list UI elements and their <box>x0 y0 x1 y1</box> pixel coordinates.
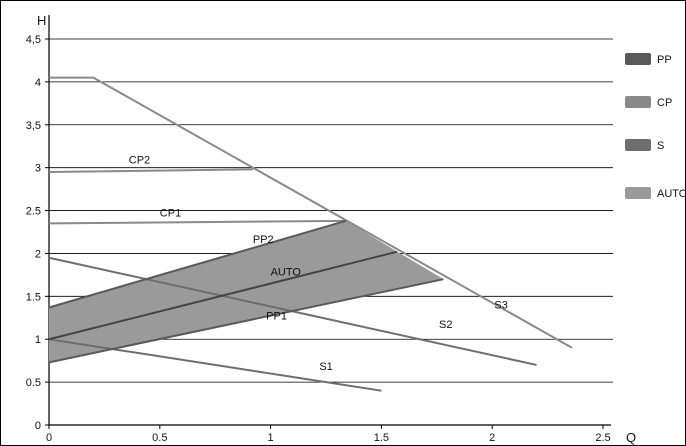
legend-label-pp: PP <box>657 54 672 66</box>
y-tick-label-3: 1.5 <box>26 291 41 303</box>
y-tick-label-5: 2.5 <box>26 206 41 218</box>
legend-label-cp: CP <box>657 97 672 109</box>
legend-label-auto: AUTO <box>657 188 685 200</box>
curve-label-cp2: CP2 <box>129 154 150 166</box>
legend-swatch-auto <box>625 187 651 199</box>
legend-swatch-cp <box>625 96 651 108</box>
curve-label-s3: S3 <box>494 299 507 311</box>
curve-label-s2: S2 <box>439 319 452 331</box>
x-tick-label-2: 1 <box>268 432 274 444</box>
series-line-s3 <box>49 76 573 349</box>
series-line-s1 <box>48 338 382 392</box>
series-line-auto <box>48 250 398 341</box>
legend-swatch-pp <box>625 53 651 65</box>
y-tick-label-9: 4,5 <box>26 34 41 46</box>
curve-label-pp1: PP1 <box>266 310 287 322</box>
curve-label-auto: AUTO <box>271 267 302 279</box>
auto-region <box>49 220 444 363</box>
legend-label-s: S <box>657 140 664 152</box>
y-tick-label-4: 2 <box>35 248 41 260</box>
y-tick-label-8: 4 <box>35 77 41 89</box>
series-line-pp2 <box>48 219 347 309</box>
curve-label-cp1: CP1 <box>160 208 181 220</box>
series-line-cp1 <box>48 219 346 225</box>
x-tick-label-4: 2 <box>489 432 495 444</box>
series-line-cp2 <box>48 168 253 173</box>
y-tick-label-2: 1 <box>35 334 41 346</box>
y-tick-label-7: 3,5 <box>26 120 41 132</box>
series-line-pp1 <box>48 278 444 364</box>
curve-label-s1: S1 <box>319 361 332 373</box>
curve-label-pp2: PP2 <box>253 234 274 246</box>
y-tick-label-0: 0 <box>35 420 41 432</box>
x-tick-label-3: 1.5 <box>374 432 389 444</box>
y-axis-title: H <box>37 13 46 28</box>
x-tick-label-1: 0.5 <box>152 432 167 444</box>
y-tick-label-6: 3 <box>35 163 41 175</box>
legend-swatch-s <box>625 139 651 151</box>
x-tick-label-5: 2.5 <box>595 432 610 444</box>
x-tick-label-0: 0 <box>46 432 52 444</box>
x-axis-title: Q <box>626 430 636 445</box>
y-tick-label-1: 0.5 <box>26 377 41 389</box>
